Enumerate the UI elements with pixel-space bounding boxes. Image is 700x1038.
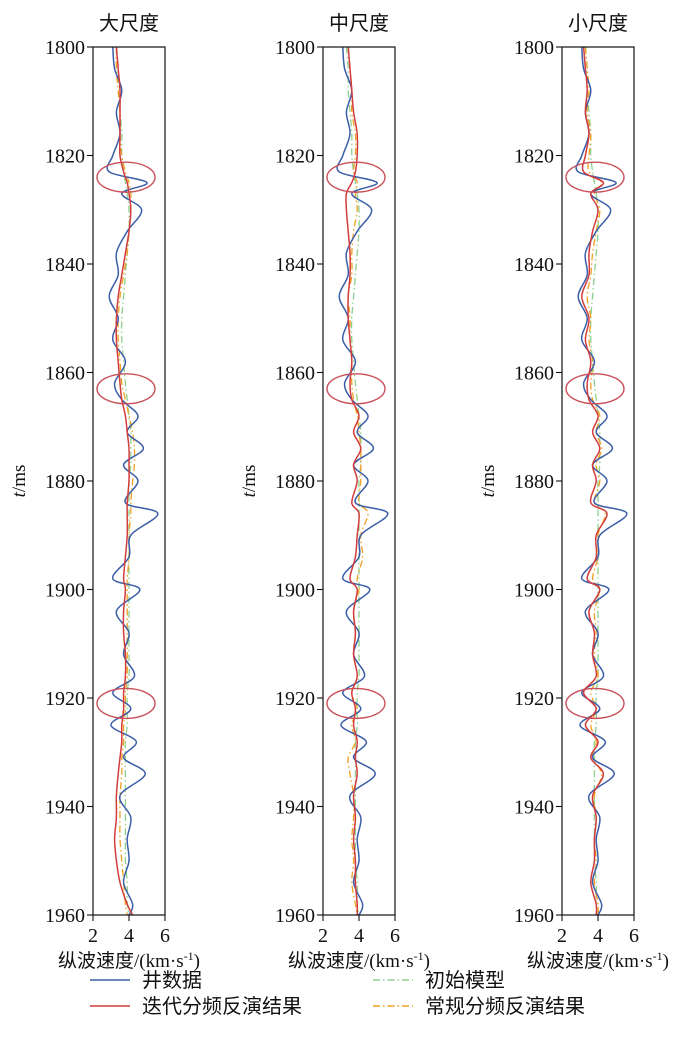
highlight-ellipse: [96, 373, 156, 405]
highlight-ellipse: [96, 687, 156, 720]
panel-1: 大尺度 1800 1820 1840 1860 1880 1900 1920 1940 19602…: [9, 12, 200, 972]
y-tick-label: 1960: [275, 905, 315, 927]
x-axis-label: 纵波速度/(km·s-1): [58, 949, 200, 972]
x-tick-label: 2: [318, 925, 328, 947]
y-tick-label: 1900: [514, 580, 554, 602]
panel-3: 小尺度 1800 1820 1840 1860 1880 1900 1920 1940 19602…: [478, 12, 669, 972]
y-tick-label: 1900: [275, 580, 315, 602]
y-axis-label: t/ms: [478, 465, 499, 498]
y-tick-label: 1880: [275, 471, 315, 493]
y-tick-label: 1940: [275, 797, 315, 819]
y-tick-label: 1860: [45, 363, 85, 385]
panel-2: 中尺度 1800 1820 1840 1860 1880 1900 1920 1940 19602…: [239, 12, 430, 972]
y-tick-label: 1900: [45, 580, 85, 602]
panel-title: 小尺度: [568, 12, 628, 35]
conventional-inversion-line: [347, 47, 369, 915]
x-tick-label: 4: [124, 925, 134, 947]
y-tick-label: 1820: [275, 146, 315, 168]
legend-entry-init: 初始模型: [373, 969, 505, 992]
plot-area: [575, 47, 628, 915]
legend-entry-iter: 迭代分频反演结果: [90, 995, 302, 1018]
y-tick-label: 1840: [45, 254, 85, 276]
highlight-ellipse: [565, 687, 625, 720]
x-tick-label: 4: [593, 925, 603, 947]
y-tick-label: 1920: [45, 688, 85, 710]
highlight-ellipse: [326, 373, 386, 405]
y-tick-label: 1800: [275, 37, 315, 59]
y-tick-label: 1860: [275, 363, 315, 385]
panels-group: 大尺度1800182018401860188019001920194019602…: [9, 12, 669, 972]
x-tick-label: 6: [390, 925, 400, 947]
y-tick-label: 1840: [275, 254, 315, 276]
y-tick-label: 1820: [514, 146, 554, 168]
y-tick-label: 1820: [45, 146, 85, 168]
y-tick-label: 1860: [514, 363, 554, 385]
y-tick-label: 1940: [514, 797, 554, 819]
plot-area: [336, 47, 389, 915]
x-tick-label: 4: [354, 925, 364, 947]
iterative-inversion-line: [345, 47, 362, 915]
iterative-inversion-line: [581, 47, 608, 915]
x-tick-label: 2: [88, 925, 98, 947]
y-tick-label: 1800: [514, 37, 554, 59]
highlight-ellipse: [326, 687, 386, 720]
well-data-line: [336, 47, 389, 915]
y-tick-label: 1880: [514, 471, 554, 493]
legend-label: 常规分频反演结果: [425, 995, 585, 1018]
y-tick-label: 1940: [45, 797, 85, 819]
y-axis-label: t/ms: [239, 465, 260, 498]
plot-area: [106, 47, 159, 915]
highlight-ellipse: [326, 161, 386, 193]
legend-entry-well: 井数据: [90, 969, 202, 992]
legend-label: 迭代分频反演结果: [142, 995, 302, 1018]
highlight-ellipse: [565, 373, 625, 405]
x-tick-label: 2: [557, 925, 567, 947]
highlight-ellipse: [565, 161, 625, 193]
panel-title: 大尺度: [99, 12, 159, 35]
y-tick-label: 1960: [514, 905, 554, 927]
y-tick-label: 1920: [275, 688, 315, 710]
highlight-ellipse: [96, 161, 156, 193]
y-tick-label: 1960: [45, 905, 85, 927]
y-axis-label: t/ms: [9, 465, 30, 498]
legend-entry-conv: 常规分频反演结果: [373, 995, 585, 1018]
x-tick-label: 6: [629, 925, 639, 947]
conventional-inversion-line: [115, 47, 136, 915]
iterative-inversion-line: [113, 47, 134, 915]
y-tick-label: 1840: [514, 254, 554, 276]
x-tick-label: 6: [160, 925, 170, 947]
legend-label: 井数据: [142, 969, 202, 992]
x-axis-label: 纵波速度/(km·s-1): [527, 949, 669, 972]
well-data-line: [575, 47, 628, 915]
x-axis-label: 纵波速度/(km·s-1): [288, 949, 430, 972]
y-tick-label: 1920: [514, 688, 554, 710]
y-tick-label: 1800: [45, 37, 85, 59]
legend-label: 初始模型: [425, 969, 505, 992]
y-tick-label: 1880: [45, 471, 85, 493]
panel-title: 中尺度: [329, 12, 389, 35]
